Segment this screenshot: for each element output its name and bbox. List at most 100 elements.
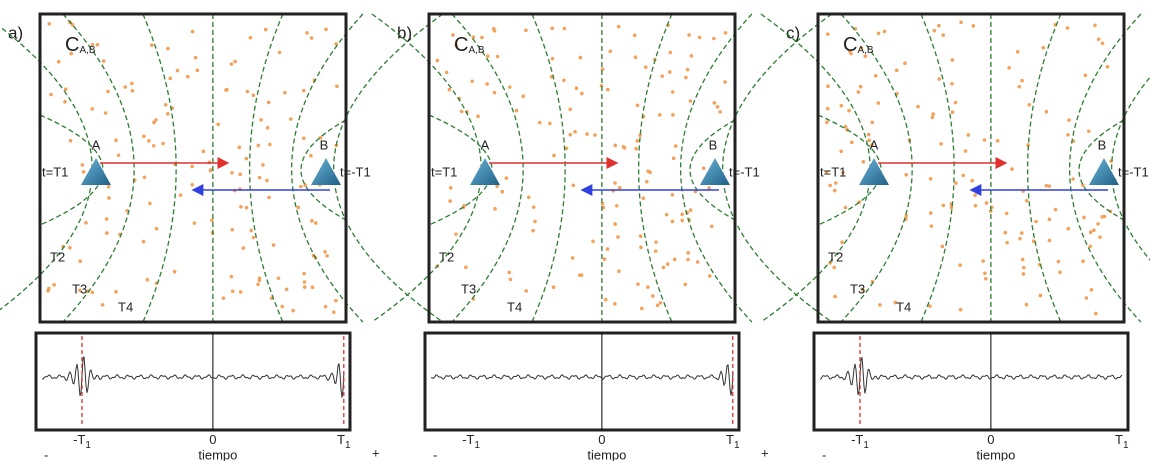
dot bbox=[950, 110, 955, 114]
dot bbox=[591, 239, 595, 244]
contour bbox=[428, 114, 493, 226]
dot bbox=[564, 146, 569, 151]
dot bbox=[454, 43, 459, 47]
dot bbox=[653, 249, 658, 253]
dot bbox=[861, 288, 865, 292]
dot bbox=[448, 185, 453, 190]
dot bbox=[148, 201, 152, 206]
dot bbox=[688, 99, 693, 103]
dot bbox=[323, 304, 328, 309]
dot bbox=[1083, 73, 1088, 78]
dot bbox=[507, 270, 512, 275]
dot bbox=[263, 27, 268, 32]
dot bbox=[106, 89, 110, 94]
dot bbox=[47, 21, 52, 26]
dot bbox=[259, 118, 263, 122]
dot bbox=[966, 133, 971, 137]
dot bbox=[608, 49, 613, 54]
dot bbox=[661, 265, 666, 270]
dot bbox=[723, 80, 727, 84]
dot bbox=[500, 189, 505, 194]
dot bbox=[1100, 41, 1105, 45]
dot bbox=[876, 101, 881, 105]
dot bbox=[930, 115, 935, 120]
dot bbox=[847, 108, 851, 113]
dot bbox=[658, 301, 663, 305]
dot bbox=[638, 234, 643, 239]
axis-base: -T bbox=[73, 432, 85, 447]
dot bbox=[833, 294, 837, 299]
dot bbox=[123, 85, 128, 89]
dot bbox=[638, 133, 642, 138]
dot bbox=[894, 68, 899, 73]
dot bbox=[521, 94, 526, 99]
dot bbox=[507, 85, 512, 89]
dot bbox=[178, 193, 183, 197]
dot bbox=[166, 46, 170, 51]
axis-sub: 1 bbox=[345, 440, 351, 451]
dot bbox=[531, 228, 535, 233]
contour-label: T2 bbox=[439, 249, 454, 264]
dot bbox=[825, 106, 830, 111]
dot bbox=[635, 103, 640, 108]
dot bbox=[1081, 183, 1085, 188]
field-title: CA,B bbox=[454, 34, 485, 56]
dot bbox=[882, 29, 887, 34]
dot bbox=[238, 172, 242, 177]
dot bbox=[958, 307, 963, 312]
dot bbox=[249, 228, 254, 233]
dot bbox=[225, 87, 229, 92]
dot bbox=[1105, 64, 1110, 69]
dot bbox=[142, 175, 147, 180]
dot bbox=[1047, 184, 1052, 188]
contour bbox=[531, 13, 566, 323]
dot bbox=[1071, 177, 1075, 181]
station bbox=[81, 158, 111, 185]
dot bbox=[970, 178, 974, 183]
dot bbox=[265, 126, 270, 130]
contour-label: T3 bbox=[850, 281, 865, 296]
dot bbox=[95, 42, 100, 47]
dot bbox=[526, 195, 531, 200]
contour bbox=[721, 13, 833, 323]
dot bbox=[712, 36, 716, 41]
dot bbox=[63, 87, 68, 91]
contour bbox=[760, 13, 871, 323]
dot bbox=[80, 163, 85, 167]
dot bbox=[959, 20, 963, 25]
contour bbox=[39, 114, 104, 226]
dot bbox=[190, 182, 195, 187]
dot bbox=[551, 285, 556, 289]
dot bbox=[1093, 23, 1097, 28]
dot bbox=[878, 303, 882, 307]
dot bbox=[958, 263, 962, 267]
dot bbox=[667, 70, 672, 74]
dot bbox=[651, 294, 655, 298]
dot bbox=[616, 235, 620, 239]
dot bbox=[257, 278, 262, 283]
dot bbox=[685, 67, 690, 72]
dot bbox=[621, 145, 626, 149]
dot bbox=[229, 62, 234, 66]
panel-label: b) bbox=[397, 23, 412, 42]
dot bbox=[1041, 45, 1046, 50]
contour bbox=[62, 13, 135, 323]
contour-label: T4 bbox=[507, 299, 522, 314]
dot bbox=[859, 46, 864, 50]
dot bbox=[480, 35, 484, 40]
dot bbox=[1087, 129, 1091, 134]
dot bbox=[670, 192, 675, 197]
dot bbox=[166, 112, 170, 116]
dot bbox=[605, 247, 610, 251]
field-frame bbox=[427, 12, 737, 324]
field-frame bbox=[816, 12, 1126, 324]
dot bbox=[334, 298, 338, 303]
dot bbox=[221, 296, 226, 300]
contour bbox=[679, 13, 753, 323]
dot bbox=[1024, 198, 1029, 203]
dot bbox=[832, 188, 837, 193]
x-axis-title: tiempo bbox=[976, 447, 1015, 461]
dot bbox=[940, 244, 945, 249]
axis-minus: - bbox=[822, 447, 826, 461]
dot bbox=[937, 77, 941, 81]
